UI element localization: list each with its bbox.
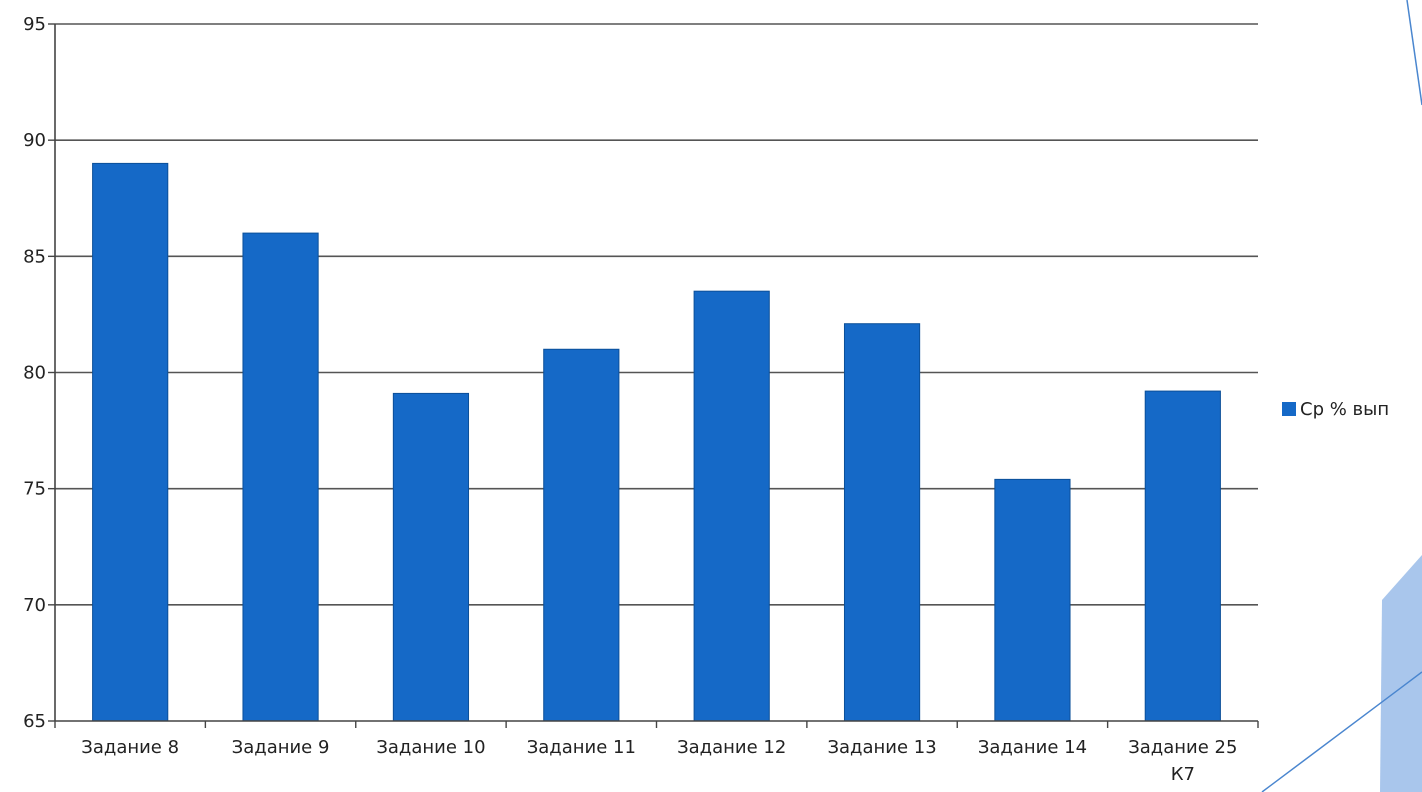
axis-labels: 65 70 75 80 85 90 95 Задание 8 Задание 9 Задание … (23, 14, 1237, 785)
y-tick-label: 90 (23, 130, 46, 151)
y-tick-label: 85 (23, 246, 46, 267)
axes (48, 23, 1259, 728)
y-tick-label: 80 (23, 363, 46, 384)
x-tick-label: Задание 10 (376, 737, 485, 758)
bar (242, 232, 319, 722)
decorative-line (1261, 671, 1422, 792)
x-tick-label: Задание 13 (827, 737, 936, 758)
gridlines (55, 23, 1258, 606)
y-tick-label: 95 (23, 14, 46, 35)
x-tick-label: Задание 12 (677, 737, 786, 758)
bar (543, 348, 620, 722)
bar (843, 323, 921, 722)
y-tick-label: 65 (23, 711, 46, 732)
bar (693, 290, 770, 722)
x-tick-label: Задание 14 (978, 737, 1087, 758)
bar (994, 478, 1071, 722)
x-tick-label: К7 (1171, 764, 1195, 785)
x-tick-label: Задание 25 (1128, 737, 1237, 758)
bar (1144, 390, 1221, 722)
x-tick-label: Задание 9 (232, 737, 330, 758)
decorative-line (1406, 0, 1422, 106)
bar (92, 162, 169, 722)
x-tick-label: Задание 8 (81, 737, 179, 758)
legend-label: Ср % вып (1300, 399, 1389, 420)
x-tick-label: Задание 11 (527, 737, 636, 758)
y-tick-label: 70 (23, 595, 46, 616)
legend-swatch (1282, 402, 1296, 416)
y-tick-label: 75 (23, 479, 46, 500)
bar (392, 392, 470, 722)
bars (92, 162, 1221, 722)
legend: Ср % вып (1282, 399, 1389, 420)
decorative-shape (1380, 555, 1422, 792)
slide-decoration (1261, 0, 1422, 792)
